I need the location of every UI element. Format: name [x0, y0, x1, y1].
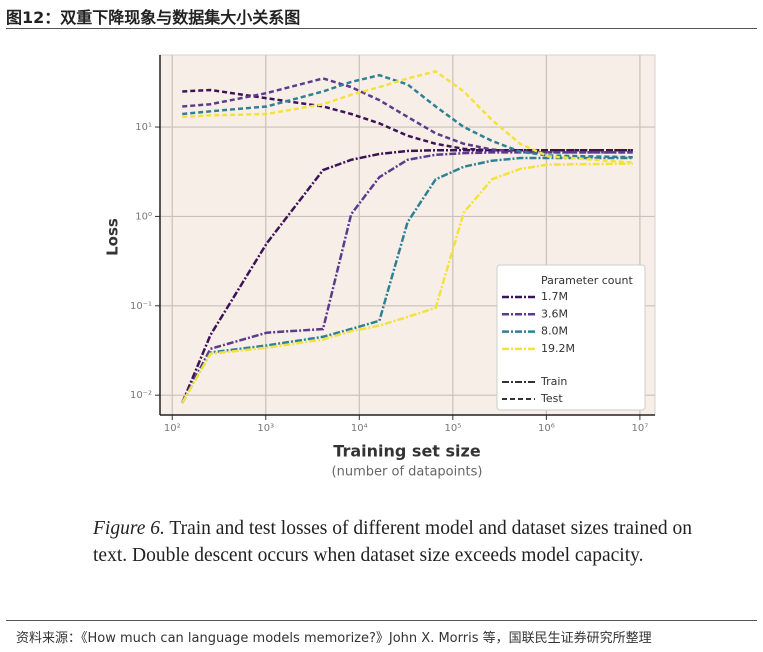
- y-tick-label: 10¹: [135, 122, 152, 133]
- x-tick-label: 10⁷: [632, 423, 649, 434]
- series-line: [182, 73, 633, 159]
- series-line: [182, 88, 633, 152]
- legend-title: Parameter count: [541, 274, 633, 287]
- y-tick-label: 10⁻¹: [130, 301, 152, 312]
- x-axis-sublabel: (number of datapoints): [332, 465, 483, 480]
- source-rule: [6, 620, 757, 621]
- y-axis-label: Loss: [104, 218, 122, 256]
- y-tick-label: 10⁻²: [130, 390, 152, 401]
- series-line: [181, 156, 633, 404]
- y-tick-label: 10⁰: [135, 211, 152, 222]
- x-tick-label: 10⁵: [444, 423, 461, 434]
- x-tick-label: 10⁴: [351, 423, 368, 434]
- x-axis-label: Training set size: [333, 442, 481, 461]
- caption-text: Train and test losses of different model…: [93, 518, 692, 566]
- caption-label: Figure 6.: [93, 518, 165, 539]
- x-tick-label: 10⁶: [538, 423, 555, 434]
- x-tick-label: 10²: [164, 423, 181, 434]
- caption: Figure 6. Train and test losses of diffe…: [93, 515, 693, 569]
- series-line: [182, 69, 633, 164]
- source: 资料来源：《How much can language models memor…: [16, 631, 652, 646]
- chart: Loss Training set size (number of datapo…: [104, 54, 656, 480]
- x-tick-label: 10³: [257, 423, 274, 434]
- series-line: [181, 162, 633, 404]
- legend-label: 8.0M: [541, 325, 568, 338]
- legend-style-label: Train: [540, 375, 567, 388]
- legend-style-label: Test: [540, 392, 563, 405]
- legend-label: 3.6M: [541, 307, 568, 320]
- legend-label: 1.7M: [541, 290, 568, 303]
- title-rule: [6, 28, 757, 29]
- legend-box: [496, 264, 646, 411]
- page-title: 图12：双重下降现象与数据集大小关系图: [6, 8, 301, 27]
- legend-label: 19.2M: [541, 342, 575, 355]
